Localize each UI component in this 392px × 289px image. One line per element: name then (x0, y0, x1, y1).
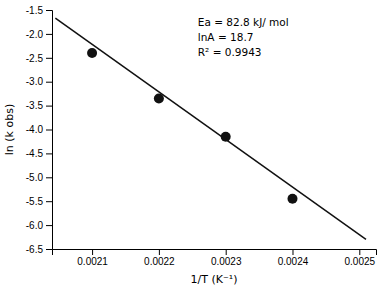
x-tick-label: 0.0022 (144, 256, 175, 267)
x-tick: 0.0024 (278, 249, 309, 267)
x-tick-label: 0.0024 (278, 256, 309, 267)
y-tick-mark (46, 34, 52, 35)
y-tick-label: -3.5 (26, 100, 44, 111)
point (221, 132, 231, 142)
x-tick: 0.0021 (77, 249, 108, 267)
y-tick-mark (46, 201, 52, 202)
y-axis: -6.5 -6.0 -5.5 -5.0 -4.5 -4.0 -3.5 -3.0 -2.5 -2.0… (26, 5, 53, 255)
x-tick-label: 0.0023 (211, 256, 242, 267)
x-tick-label: 0.0025 (345, 256, 376, 267)
y-tick-label: -6.0 (26, 220, 44, 231)
y-tick: -2.5 (26, 53, 52, 64)
y-tick-label: -5.0 (26, 172, 44, 183)
y-tick-label: -5.5 (26, 196, 44, 207)
x-axis: 0.0021 0.0022 0.0023 0.0024 0.0025 (53, 249, 377, 267)
chart: 0.0021 0.0022 0.0023 0.0024 0.0025 -6.5 -6.0 -5… (0, 0, 392, 289)
y-tick: -5.0 (26, 172, 52, 183)
y-tick-mark (46, 82, 52, 83)
point (87, 48, 97, 58)
y-tick-label: -2.0 (26, 29, 44, 40)
y-tick-mark (46, 225, 52, 226)
y-tick-label: -3.0 (26, 76, 44, 87)
y-tick: -3.0 (26, 76, 52, 87)
x-tick-label: 0.0021 (77, 256, 108, 267)
x-axis-title: 1/T (K⁻¹) (191, 273, 238, 286)
y-tick-label: -1.5 (26, 5, 44, 16)
point (154, 93, 164, 103)
y-tick-mark (46, 153, 52, 154)
marks (55, 18, 366, 239)
x-tick-mark (92, 249, 93, 255)
y-tick: -4.5 (26, 148, 52, 159)
x-tick-mark (359, 249, 360, 255)
y-tick-label: -6.5 (26, 244, 44, 255)
plot: 0.0021 0.0022 0.0023 0.0024 0.0025 -6.5 -6.0 -5… (26, 5, 377, 267)
y-tick-label: -2.5 (26, 53, 44, 64)
x-tick: 0.0022 (144, 249, 175, 267)
y-tick: -6.0 (26, 220, 52, 231)
y-tick-mark (46, 106, 52, 107)
y-tick-mark (46, 130, 52, 131)
y-tick: -1.5 (26, 5, 52, 16)
point (287, 194, 297, 204)
annotations: Ea = 82.8 kJ/ mol lnA = 18.7 R² = 0.9943 (198, 16, 289, 58)
x-tick-mark (292, 249, 293, 255)
x-tick: 0.0025 (345, 249, 376, 267)
y-tick-mark (46, 10, 52, 11)
y-tick-mark (46, 249, 52, 250)
y-tick: -5.5 (26, 196, 52, 207)
y-tick: -6.5 (26, 244, 52, 255)
y-tick: -3.5 (26, 100, 52, 111)
regression-line (55, 18, 366, 239)
annotation: lnA = 18.7 (198, 31, 254, 43)
x-tick-mark (226, 249, 227, 255)
y-tick: -2.0 (26, 29, 52, 40)
y-tick: -4.0 (26, 124, 52, 135)
x-axis-line (53, 250, 377, 256)
y-tick-label: -4.5 (26, 148, 44, 159)
y-tick-mark (46, 177, 52, 178)
y-tick-label: -4.0 (26, 124, 44, 135)
x-tick-mark (159, 249, 160, 255)
annotation: R² = 0.9943 (198, 46, 262, 58)
x-tick: 0.0023 (211, 249, 242, 267)
y-axis-line (46, 11, 53, 250)
annotation: Ea = 82.8 kJ/ mol (198, 16, 289, 28)
y-tick-mark (46, 58, 52, 59)
y-axis-title: ln (k obs) (3, 104, 16, 155)
